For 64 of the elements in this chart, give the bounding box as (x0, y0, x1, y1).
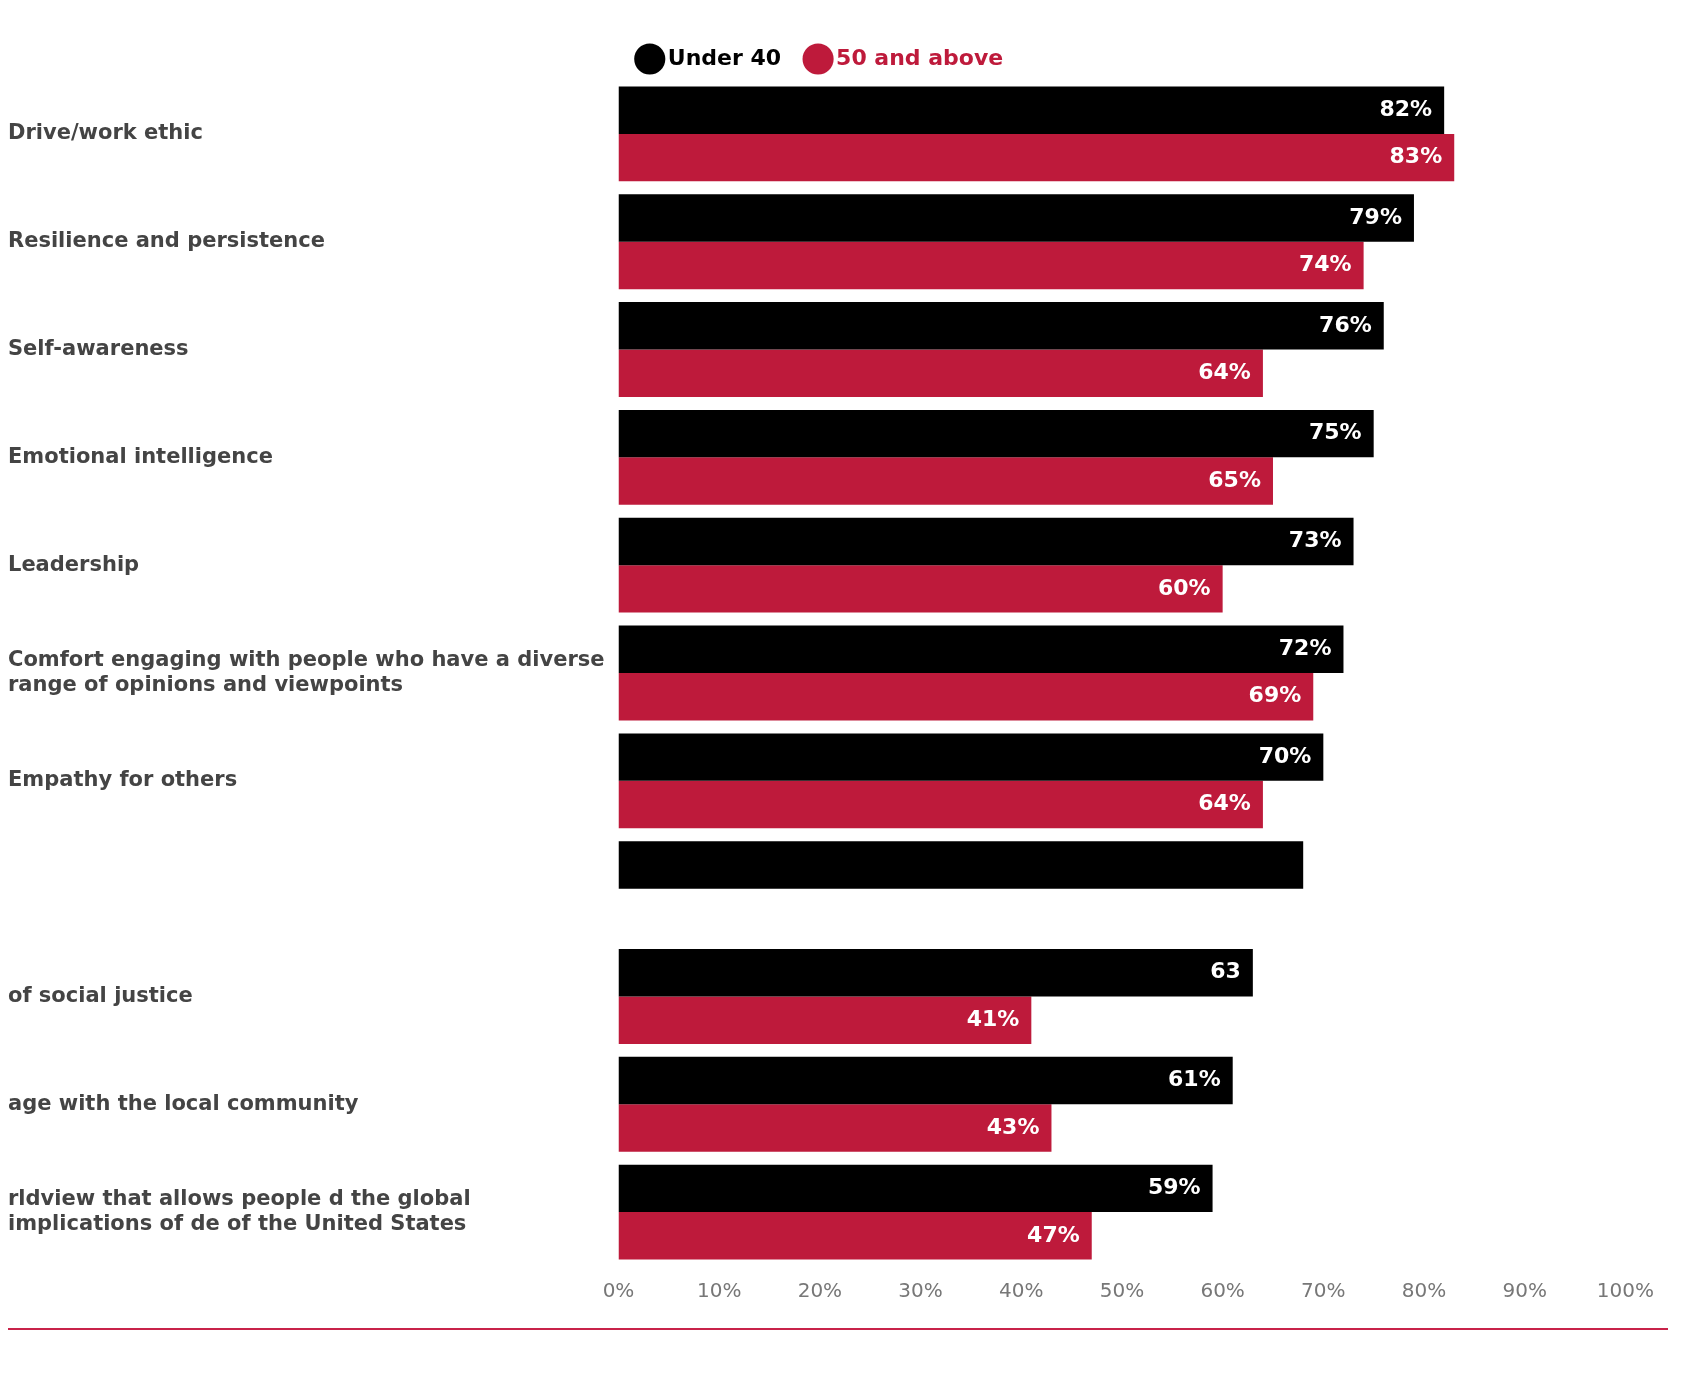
x-tick-label: 60% (1200, 1278, 1245, 1303)
bar (618, 1164, 1213, 1213)
y-tick-label: Leadership (8, 551, 140, 576)
data-label: 65% (1208, 466, 1261, 492)
data-label: 76% (1319, 311, 1372, 337)
bar (618, 565, 1223, 613)
bar (618, 349, 1263, 397)
bar (618, 733, 1324, 781)
bar (618, 194, 1414, 242)
data-label: 47% (1027, 1221, 1080, 1247)
y-tick-label: Drive/work ethic (8, 120, 203, 145)
bar (618, 780, 1263, 829)
data-label: 59% (1147, 1174, 1201, 1200)
y-tick-label: rldview that allows people d the global implications of de of the United States (8, 1185, 471, 1236)
bar (618, 409, 1374, 458)
y-tick-label: Self-awareness (8, 336, 189, 360)
bar (618, 673, 1314, 721)
data-label: 61% (1168, 1066, 1221, 1092)
data-label: 70% (1258, 742, 1312, 768)
x-tick-label: 40% (999, 1278, 1044, 1303)
legend-label: 50 and above (836, 44, 1004, 70)
data-label: 60% (1157, 574, 1211, 600)
bar (618, 302, 1384, 350)
bar (618, 841, 1304, 889)
data-label: 41% (966, 1005, 1020, 1031)
bar (618, 1104, 1052, 1152)
bar (618, 996, 1032, 1044)
data-label: 73% (1288, 527, 1342, 553)
bar (618, 1056, 1233, 1105)
x-tick-label: 100% (1596, 1278, 1654, 1303)
x-tick-label: 90% (1502, 1278, 1547, 1303)
data-label: 69% (1248, 682, 1302, 708)
x-tick-label: 20% (797, 1278, 843, 1303)
data-label: 64% (1198, 358, 1251, 384)
bar (618, 133, 1455, 182)
data-label: 82% (1379, 95, 1433, 121)
legend-label: Under 40 (667, 44, 782, 70)
x-tick-label: 80% (1401, 1278, 1447, 1303)
bar (618, 949, 1253, 997)
data-label: 43% (986, 1113, 1040, 1139)
x-tick-label: 0% (602, 1278, 635, 1303)
data-label: 63 (1210, 958, 1241, 984)
y-tick-label: Resilience and persistence (8, 228, 325, 253)
data-label: 79% (1349, 203, 1402, 229)
x-tick-label: 50% (1099, 1278, 1145, 1303)
data-label: 64% (1198, 790, 1251, 816)
bar (618, 457, 1273, 505)
data-label: 74% (1298, 251, 1352, 277)
bar (618, 1212, 1092, 1260)
x-tick-label: 10% (696, 1278, 742, 1303)
bar (618, 241, 1364, 290)
y-tick-label: of social justice (8, 982, 193, 1007)
bar (618, 625, 1344, 673)
x-tick-label: 30% (898, 1278, 943, 1303)
bar (618, 517, 1354, 566)
data-label: 72% (1278, 635, 1332, 660)
y-tick-label: Comfort engaging with people who have a diverse range of opinions and viewpoints (8, 646, 605, 697)
y-tick-label: Empathy for others (8, 767, 238, 792)
x-tick-label: 70% (1301, 1278, 1346, 1303)
data-label: 75% (1309, 419, 1362, 445)
y-tick-label: age with the local community (8, 1090, 359, 1115)
data-label: 83% (1389, 143, 1443, 169)
y-tick-label: Emotional intelligence (8, 443, 273, 468)
bar (618, 86, 1445, 134)
